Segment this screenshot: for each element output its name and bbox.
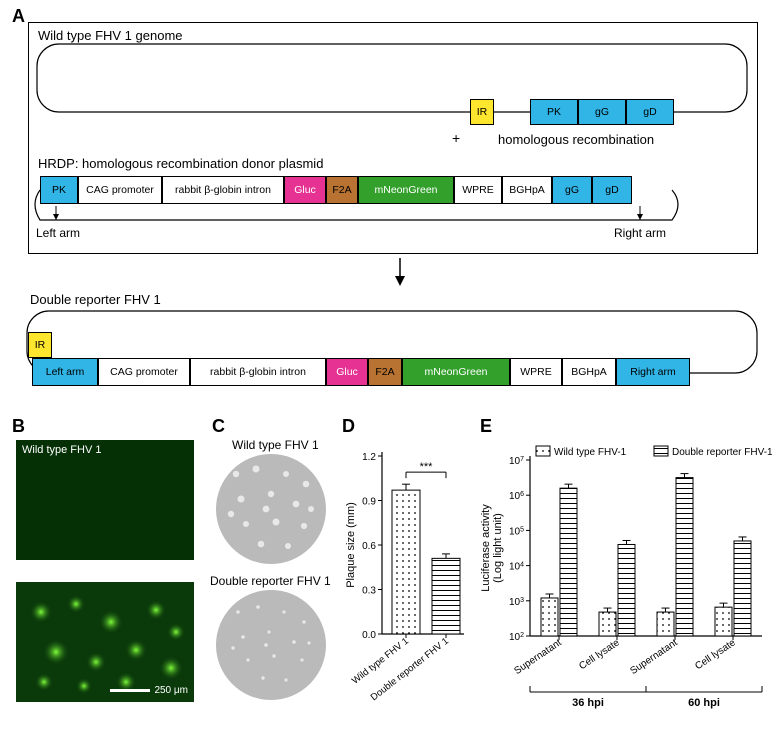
- svg-text:104: 104: [509, 561, 524, 573]
- block-gD-wt: gD: [626, 99, 674, 125]
- svg-text:Luciferase activity(Log light: Luciferase activity(Log light unit): [480, 504, 504, 592]
- hrdp-gD: gD: [592, 176, 632, 204]
- dr-CAG: CAG promoter: [98, 358, 190, 386]
- dr-F2A: F2A: [368, 358, 402, 386]
- svg-text:Supernatant: Supernatant: [628, 637, 680, 677]
- svg-text:0.6: 0.6: [362, 541, 376, 552]
- dr-title: Double reporter FHV 1: [30, 292, 161, 307]
- wt-cassette: PK gG gD: [530, 99, 674, 125]
- svg-text:Double reporter FHV 1: Double reporter FHV 1: [369, 636, 451, 704]
- svg-text:Plaque size (mm): Plaque size (mm): [345, 502, 357, 588]
- micrograph-wt: Wild type FHV 1: [16, 440, 194, 560]
- panel-label-b: B: [12, 416, 25, 437]
- plate-wt: [216, 454, 326, 564]
- scale-bar: 250 μm: [110, 685, 188, 696]
- dr-Gluc: Gluc: [326, 358, 368, 386]
- dr-intron: rabbit β-globin intron: [190, 358, 326, 386]
- svg-text:107: 107: [509, 456, 524, 468]
- panel-label-c: C: [212, 416, 225, 437]
- svg-text:0.0: 0.0: [362, 630, 376, 641]
- hrdp-BGHpA: BGHpA: [502, 176, 552, 204]
- hrdp-title: HRDP: homologous recombination donor pla…: [38, 156, 323, 171]
- svg-text:Cell lysate: Cell lysate: [577, 637, 622, 672]
- svg-text:Cell lysate: Cell lysate: [693, 637, 738, 672]
- plate-dr-title: Double reporter FHV 1: [210, 574, 331, 588]
- plate-wt-title: Wild type FHV 1: [232, 438, 319, 452]
- dr-LeftArm: Left arm: [32, 358, 98, 386]
- svg-text:Wild type FHV-1: Wild type FHV-1: [554, 447, 627, 458]
- hrdp-mNeon: mNeonGreen: [358, 176, 454, 204]
- block-IR-wt: IR: [470, 99, 494, 125]
- dr-mNeon: mNeonGreen: [402, 358, 510, 386]
- micrograph-wt-label: Wild type FHV 1: [22, 444, 101, 456]
- svg-text:106: 106: [509, 491, 524, 503]
- panelD-chart: 0.00.30.60.91.2Plaque size (mm)Wild type…: [346, 438, 476, 710]
- fluorescence-cells: [16, 582, 194, 702]
- right-arm-label: Right arm: [614, 226, 666, 240]
- micrograph-dr: Double reporter FHV 1 250 μm: [16, 582, 194, 702]
- block-gG-wt: gG: [578, 99, 626, 125]
- panelA-wt-title: Wild type FHV 1 genome: [38, 28, 183, 43]
- svg-text:36 hpi: 36 hpi: [572, 697, 604, 709]
- dr-WPRE: WPRE: [510, 358, 562, 386]
- hrdp-WPRE: WPRE: [454, 176, 502, 204]
- svg-text:1.2: 1.2: [362, 452, 376, 463]
- svg-text:103: 103: [509, 596, 524, 608]
- hr-text: homologous recombination: [498, 132, 654, 147]
- svg-text:0.3: 0.3: [362, 586, 376, 597]
- svg-text:***: ***: [420, 461, 434, 473]
- svg-text:102: 102: [509, 632, 524, 644]
- plate-dr: [216, 590, 326, 700]
- panelE-chart: 102103104105106107Luciferase activity(Lo…: [486, 436, 776, 716]
- dr-IR: IR: [28, 332, 52, 358]
- block-PK-wt: PK: [530, 99, 578, 125]
- plate-dr-plaques: [216, 590, 326, 700]
- panel-label-d: D: [342, 416, 355, 437]
- arrow-down: [390, 258, 410, 288]
- dr-cassette: Left arm CAG promoter rabbit β-globin in…: [32, 358, 690, 386]
- arm-arrows: [50, 206, 690, 234]
- dr-BGHpA: BGHpA: [562, 358, 616, 386]
- plus-sign: +: [452, 130, 460, 146]
- hrdp-gG: gG: [552, 176, 592, 204]
- panel-label-a: A: [12, 6, 25, 27]
- svg-text:105: 105: [509, 526, 524, 538]
- dr-RightArm: Right arm: [616, 358, 690, 386]
- svg-text:Supernatant: Supernatant: [512, 637, 564, 677]
- svg-text:Double reporter FHV-1: Double reporter FHV-1: [672, 447, 773, 458]
- plate-wt-plaques: [216, 454, 326, 564]
- left-arm-label: Left arm: [36, 226, 80, 240]
- svg-text:60 hpi: 60 hpi: [688, 697, 720, 709]
- svg-text:0.9: 0.9: [362, 497, 376, 508]
- panel-label-e: E: [480, 416, 492, 437]
